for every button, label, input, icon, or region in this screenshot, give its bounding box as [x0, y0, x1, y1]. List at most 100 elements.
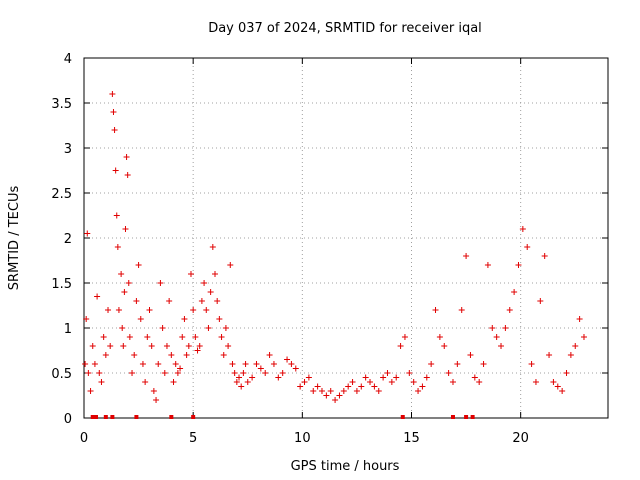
data-point [515, 262, 522, 268]
data-point [181, 316, 188, 322]
data-point [123, 154, 130, 160]
data-point [201, 280, 208, 286]
data-point [388, 379, 395, 385]
y-tick-label: 4 [64, 52, 72, 67]
data-point [214, 298, 221, 304]
data-point [89, 343, 96, 349]
y-tick-label: 2.5 [51, 187, 72, 202]
data-point [233, 379, 240, 385]
data-point [218, 334, 225, 340]
data-point [476, 379, 483, 385]
data-point [209, 244, 216, 250]
data-point [563, 370, 570, 376]
data-point [194, 347, 201, 354]
data-point [519, 226, 526, 232]
data-point [96, 370, 103, 376]
data-point [336, 392, 343, 399]
zero-marker [450, 415, 455, 419]
data-point [554, 383, 561, 390]
data-point [115, 307, 122, 313]
data-point [109, 91, 116, 97]
data-point [428, 361, 435, 367]
zero-marker [191, 415, 196, 419]
data-point [572, 343, 579, 349]
data-point [203, 307, 210, 313]
data-point [94, 293, 101, 300]
zero-marker [90, 415, 95, 419]
data-point [493, 334, 500, 340]
data-point [220, 352, 227, 358]
data-point [297, 383, 304, 390]
data-point [190, 307, 197, 313]
data-point [567, 352, 574, 358]
data-point [192, 334, 199, 340]
data-point [406, 370, 413, 376]
data-point [155, 361, 162, 367]
data-point [107, 343, 114, 349]
data-point [122, 226, 129, 232]
data-point [528, 361, 535, 367]
data-point [216, 316, 223, 322]
data-point [236, 374, 243, 381]
grid-lines [84, 58, 608, 418]
data-point [113, 212, 120, 219]
data-point [454, 361, 461, 367]
data-point [135, 262, 142, 268]
data-point [253, 361, 260, 367]
data-point [82, 361, 89, 367]
data-point [401, 334, 408, 340]
data-point [166, 298, 173, 304]
data-point [112, 167, 119, 174]
data-point [238, 383, 245, 390]
data-point [249, 374, 256, 381]
data-point [131, 352, 138, 358]
data-point [511, 289, 518, 295]
data-point [323, 392, 330, 399]
data-point [532, 379, 539, 385]
data-point [380, 374, 387, 381]
data-point [83, 316, 90, 322]
data-point [502, 325, 509, 331]
data-point [172, 361, 179, 367]
zero-marker [464, 415, 469, 419]
data-point [244, 379, 251, 385]
axis-ticks: 0 0.5 1 1.5 2 2.5 3 3.5 4 0 5 10 15 20 [51, 52, 608, 446]
data-point [105, 307, 112, 313]
data-point [279, 370, 286, 376]
data-point [242, 361, 249, 367]
data-point [432, 307, 439, 313]
zero-marker [103, 415, 108, 419]
data-point [349, 379, 356, 385]
data-point [458, 307, 465, 313]
data-point [489, 325, 496, 331]
x-tick-label: 10 [294, 431, 311, 446]
data-point [196, 343, 203, 349]
y-tick-label: 2 [64, 232, 72, 247]
data-point [129, 370, 136, 376]
data-point [393, 374, 400, 381]
data-point [133, 298, 140, 304]
data-point [174, 370, 181, 376]
data-point [580, 334, 587, 340]
data-point [305, 374, 312, 381]
data-point [524, 244, 531, 250]
data-point [114, 244, 121, 250]
x-tick-label: 20 [512, 431, 529, 446]
data-point [187, 271, 194, 277]
zero-marker [94, 415, 99, 419]
data-point [310, 388, 317, 394]
data-point [314, 383, 321, 390]
data-point [484, 262, 491, 268]
data-point [163, 343, 170, 349]
data-point [125, 280, 132, 286]
x-tick-label: 15 [403, 431, 420, 446]
data-point [111, 127, 118, 133]
data-point [177, 365, 184, 372]
data-point [229, 361, 236, 367]
data-point [301, 379, 308, 385]
data-point [231, 370, 238, 376]
data-point [375, 388, 382, 394]
data-point [168, 352, 175, 358]
data-point [332, 397, 339, 403]
